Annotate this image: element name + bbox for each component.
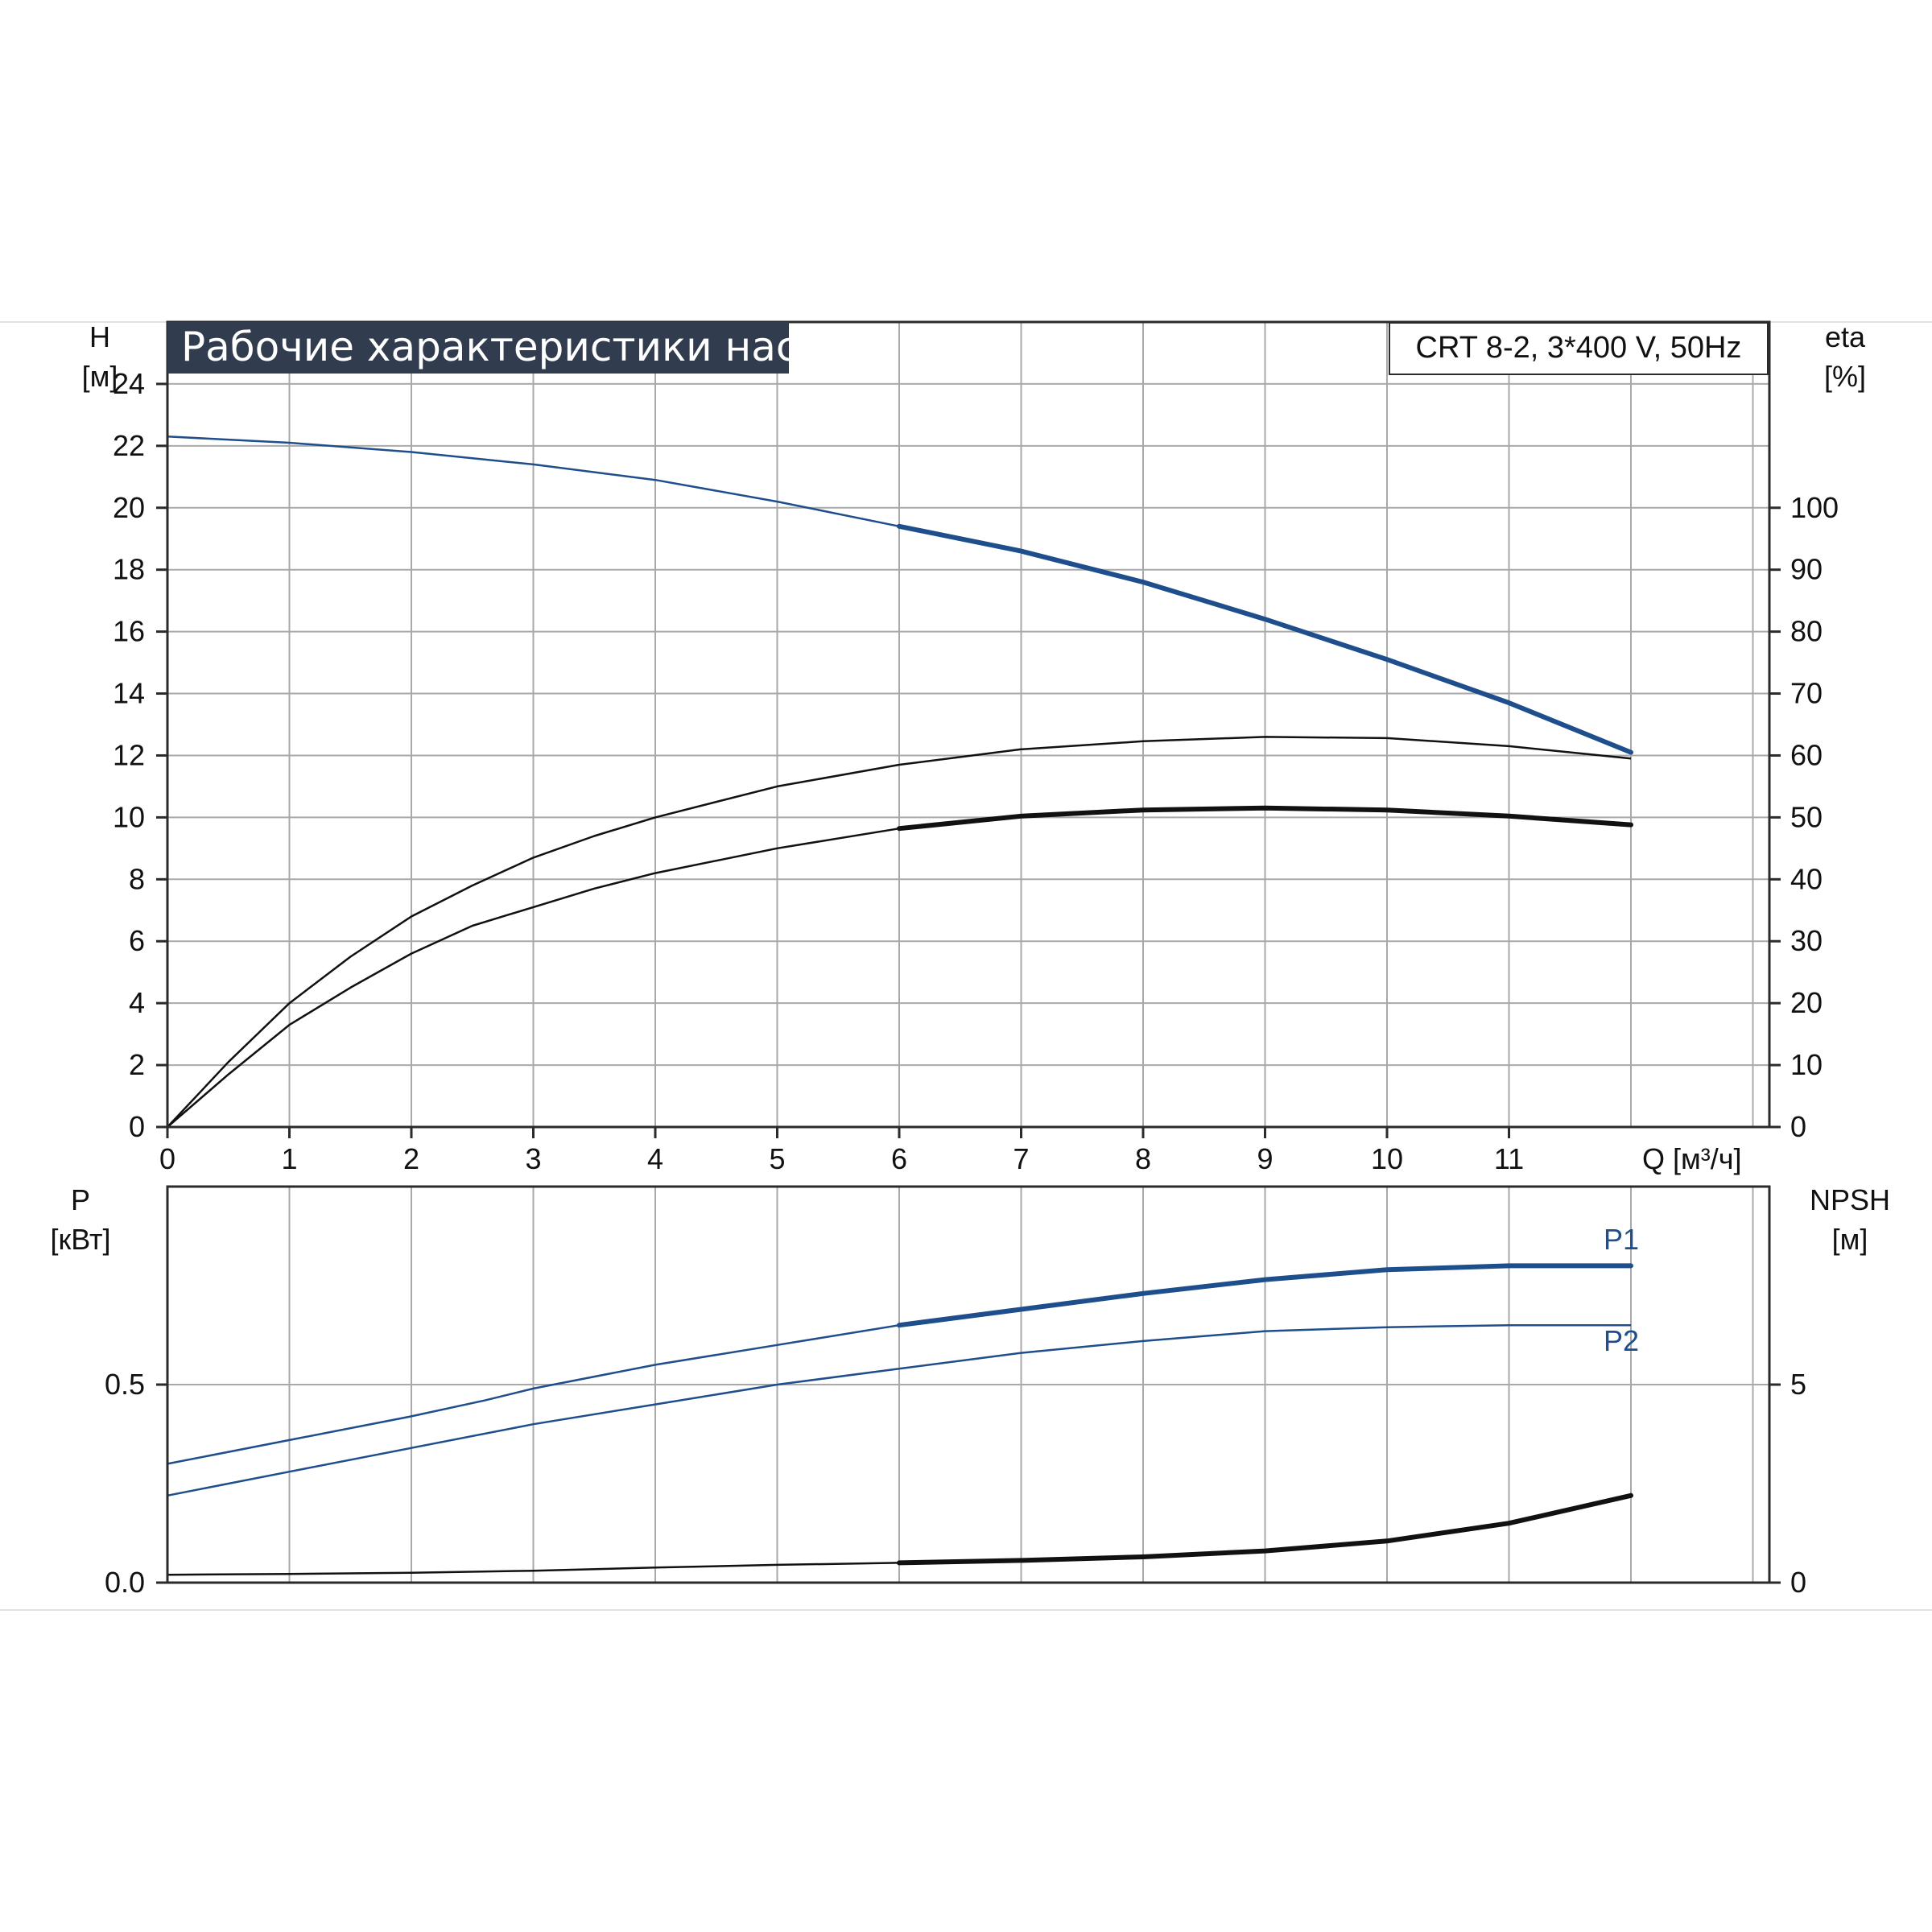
left-tick-label: 24 — [113, 367, 145, 400]
chart-title: Рабочие характеристики насоса — [181, 324, 869, 370]
curve-series-0 — [167, 1323, 900, 1465]
upper-plot-frame — [166, 320, 1771, 1129]
npsh-axis-unit: [м] — [1832, 1223, 1868, 1256]
right-tick-label: 80 — [1790, 615, 1823, 648]
left-tick-label: 6 — [129, 924, 145, 957]
x-tick-label: 7 — [1013, 1142, 1029, 1175]
left-tick-label: 14 — [113, 677, 145, 710]
flow-axis-ticks: 0 1 2 3 4 5 6 7 8 9 10 11 — [159, 1127, 1524, 1175]
curve-series-2 — [167, 1562, 900, 1576]
lower-gridlines — [167, 1187, 1769, 1583]
left-tick-label: 22 — [113, 429, 145, 462]
left-tick-label: 0 — [129, 1110, 145, 1143]
right-tick-label: 90 — [1790, 553, 1823, 586]
right-tick-label: 60 — [1790, 738, 1823, 771]
x-tick-label: 3 — [525, 1142, 541, 1175]
flow-axis-title: Q [м³/ч] — [1642, 1142, 1742, 1175]
left-tick-label: 18 — [113, 553, 145, 586]
x-tick-label: 10 — [1371, 1142, 1403, 1175]
npsh-axis-title: NPSH — [1810, 1183, 1890, 1216]
x-tick-label: 9 — [1257, 1142, 1273, 1175]
curve-series-2-operating-range — [897, 1492, 1633, 1566]
curve-series-0-operating-range — [897, 1263, 1633, 1328]
curve-series-2-operating-range — [897, 805, 1633, 832]
head-axis-title: H — [89, 320, 110, 353]
x-tick-label: 0 — [159, 1142, 175, 1175]
power-axis-title: P — [71, 1183, 90, 1216]
left-tick-label: 20 — [113, 491, 145, 524]
curve-series-0-operating-range — [897, 523, 1633, 755]
x-tick-label: 1 — [281, 1142, 297, 1175]
left-tick-label: 16 — [113, 615, 145, 648]
left-tick-label: 8 — [129, 862, 145, 895]
left-tick-label: 2 — [129, 1048, 145, 1081]
left-tick-label: 12 — [113, 738, 145, 771]
chart-title-box — [167, 322, 789, 374]
right-tick-label: 100 — [1790, 491, 1839, 524]
right-tick-label: 0 — [1790, 1566, 1806, 1599]
curve-series-1 — [167, 736, 1632, 1128]
power-axis-ticks: 0.0 0.5 — [105, 1368, 167, 1599]
lower-curves — [167, 1263, 1633, 1576]
x-tick-label: 5 — [769, 1142, 785, 1175]
curve-series-1 — [167, 1323, 1631, 1497]
x-tick-label: 2 — [403, 1142, 419, 1175]
right-tick-label: 10 — [1790, 1048, 1823, 1081]
upper-gridlines — [167, 322, 1769, 1127]
left-tick-label: 0.0 — [105, 1566, 145, 1599]
curve-series-2 — [167, 827, 900, 1128]
power-npsh-plot: 0.00.5 05 P [кВт] NPSH [м] P1 P2 — [50, 1183, 1890, 1599]
p1-series-label: P1 — [1604, 1223, 1639, 1256]
npsh-axis-ticks: 05 — [1769, 1368, 1806, 1599]
x-tick-label: 11 — [1494, 1142, 1524, 1175]
right-tick-label: 70 — [1790, 677, 1823, 710]
curve-series-0 — [167, 436, 900, 528]
power-axis-unit: [кВт] — [50, 1223, 110, 1256]
efficiency-axis-ticks: 0 10 20 30 40 50 60 70 80 90 100 — [1769, 491, 1839, 1143]
right-tick-label: 40 — [1790, 862, 1823, 895]
right-tick-label: 30 — [1790, 924, 1823, 957]
left-tick-label: 4 — [129, 986, 145, 1019]
model-label-box — [1389, 322, 1769, 375]
p2-series-label: P2 — [1604, 1324, 1639, 1357]
left-tick-label: 0.5 — [105, 1368, 145, 1401]
head-axis-unit: [м] — [82, 360, 118, 393]
x-tick-label: 6 — [891, 1142, 907, 1175]
x-tick-label: 8 — [1135, 1142, 1151, 1175]
right-tick-label: 5 — [1790, 1368, 1806, 1401]
right-tick-label: 50 — [1790, 800, 1823, 833]
model-label: CRT 8-2, 3*400 V, 50Hz — [1416, 331, 1742, 365]
left-tick-label: 10 — [113, 800, 145, 833]
upper-curves — [167, 436, 1633, 1128]
right-tick-label: 20 — [1790, 986, 1823, 1019]
efficiency-axis-title: eta — [1825, 320, 1866, 353]
efficiency-axis-unit: [%] — [1824, 360, 1866, 393]
right-tick-label: 0 — [1790, 1110, 1806, 1143]
x-tick-label: 4 — [647, 1142, 663, 1175]
